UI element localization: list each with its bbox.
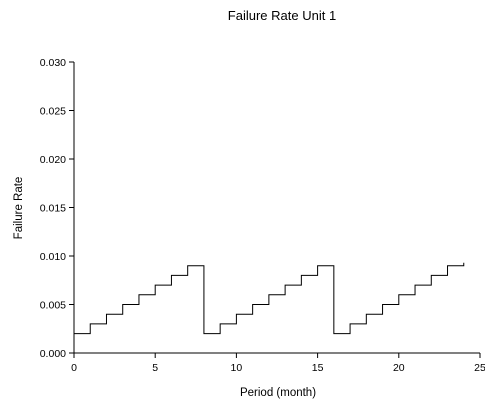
y-tick-label: 0.000	[40, 348, 66, 360]
y-tick-label: 0.020	[40, 154, 66, 166]
y-tick-label: 0.010	[40, 251, 66, 263]
y-tick-label: 0.030	[40, 57, 66, 69]
y-tick-label: 0.005	[40, 300, 66, 312]
plot-area: 0.000 0.005 0.010 0.015 0.020 0.025 0.030 0 5 10 1…	[40, 57, 485, 374]
chart-title: Failure Rate Unit 1	[228, 8, 336, 23]
x-tick-label: 10	[231, 362, 243, 374]
x-tick-label: 25	[474, 362, 485, 374]
series-line	[74, 262, 465, 335]
x-axis-label: Period (month)	[240, 387, 316, 399]
y-tick-label: 0.015	[40, 203, 66, 215]
y-tick-label: 0.025	[40, 106, 66, 118]
x-tick-label: 0	[71, 362, 77, 374]
x-tick-label: 5	[152, 362, 158, 374]
x-tick-label: 20	[393, 362, 405, 374]
x-tick-label: 15	[312, 362, 324, 374]
y-axis-label: Failure Rate	[13, 177, 25, 240]
